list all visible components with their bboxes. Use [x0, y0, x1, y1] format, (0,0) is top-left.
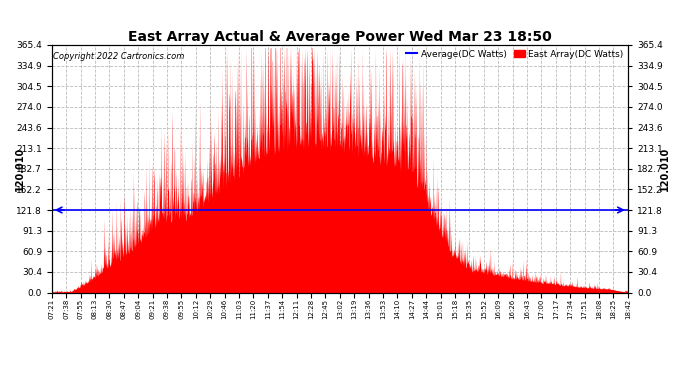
Text: 120.010: 120.010 — [660, 147, 671, 191]
Text: 120.010: 120.010 — [15, 147, 25, 191]
Legend: Average(DC Watts), East Array(DC Watts): Average(DC Watts), East Array(DC Watts) — [402, 46, 627, 62]
Title: East Array Actual & Average Power Wed Mar 23 18:50: East Array Actual & Average Power Wed Ma… — [128, 30, 552, 44]
Text: Copyright 2022 Cartronics.com: Copyright 2022 Cartronics.com — [53, 53, 184, 62]
